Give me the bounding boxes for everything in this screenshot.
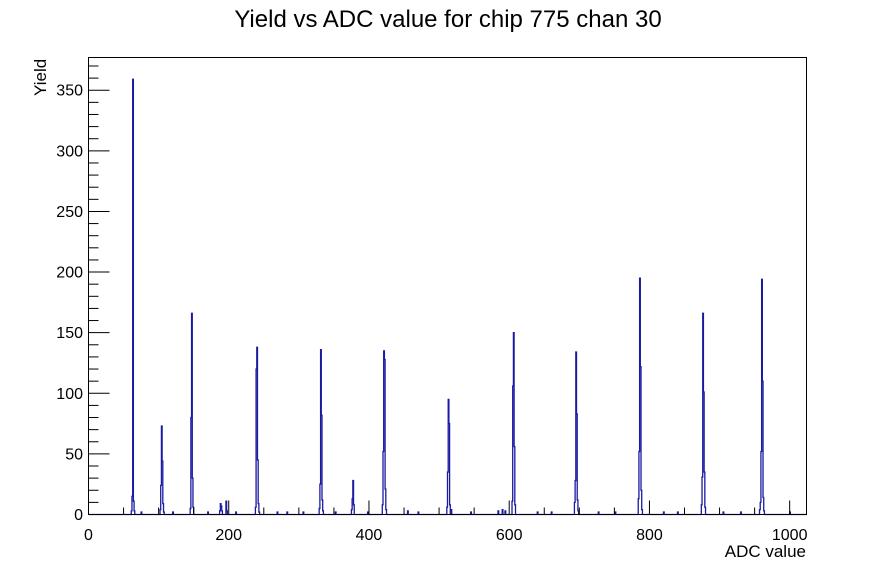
y-tick-label: 200	[56, 265, 83, 282]
histogram-path	[88, 78, 807, 516]
x-tick-label: 800	[636, 527, 663, 544]
y-tick-label: 50	[65, 446, 83, 463]
y-tick-label: 300	[56, 143, 83, 160]
x-axis-title: ADC value	[725, 542, 806, 561]
x-tick-label: 200	[215, 527, 242, 544]
axes: 0 200 400 600 800 1000 0 50 100 150 200 250 300 350	[56, 57, 808, 544]
y-tick-label: 150	[56, 325, 83, 342]
chart-title: Yield vs ADC value for chip 775 chan 30	[234, 6, 662, 33]
x-tick-label: 1000	[772, 527, 808, 544]
x-tick-label: 0	[84, 527, 93, 544]
y-tick-label: 250	[56, 204, 83, 221]
histogram-line	[88, 78, 807, 516]
x-tick-label: 600	[496, 527, 523, 544]
plot-frame	[88, 57, 807, 515]
y-tick-label: 0	[74, 507, 83, 524]
y-axis-title: Yield	[31, 59, 50, 96]
y-tick-label: 100	[56, 386, 83, 403]
x-tick-label: 400	[356, 527, 383, 544]
y-tick-label: 350	[56, 83, 83, 100]
